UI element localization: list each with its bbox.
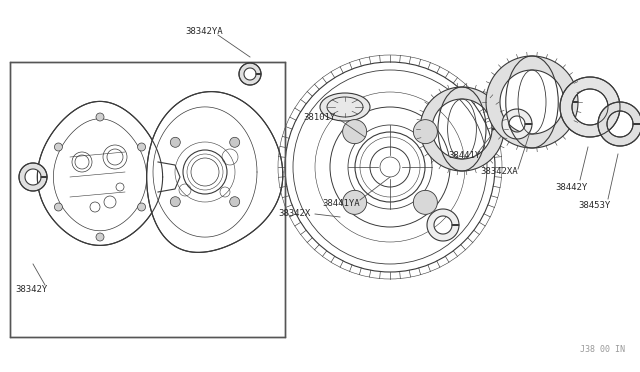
Polygon shape (598, 102, 640, 146)
Circle shape (96, 233, 104, 241)
Circle shape (96, 113, 104, 121)
Polygon shape (427, 209, 459, 241)
Polygon shape (560, 77, 620, 137)
Text: 38342Y: 38342Y (15, 285, 47, 295)
Circle shape (230, 137, 240, 147)
Text: 38441YA: 38441YA (322, 199, 360, 208)
Circle shape (54, 203, 63, 211)
Polygon shape (239, 63, 261, 85)
Circle shape (230, 197, 240, 207)
Polygon shape (420, 87, 504, 171)
Circle shape (138, 203, 145, 211)
Polygon shape (37, 102, 163, 246)
Ellipse shape (320, 93, 370, 121)
Circle shape (342, 120, 367, 144)
Circle shape (138, 143, 145, 151)
Polygon shape (502, 109, 532, 139)
Text: 38442Y: 38442Y (555, 183, 588, 192)
Circle shape (54, 143, 63, 151)
Polygon shape (147, 92, 283, 252)
Text: 38342YA: 38342YA (185, 28, 223, 36)
Bar (10, 62, 285, 337)
Circle shape (170, 137, 180, 147)
Text: 38101Y: 38101Y (303, 112, 335, 122)
Polygon shape (19, 163, 47, 191)
Polygon shape (486, 56, 578, 148)
Text: 38342X: 38342X (278, 209, 310, 218)
Circle shape (170, 197, 180, 207)
Text: J38 00 IN: J38 00 IN (580, 345, 625, 354)
Text: 38453Y: 38453Y (578, 201, 611, 209)
Text: 38441Y: 38441Y (448, 151, 480, 160)
Circle shape (413, 190, 437, 214)
Circle shape (413, 120, 437, 144)
Circle shape (285, 62, 495, 272)
Circle shape (342, 190, 367, 214)
Text: 38342XA: 38342XA (480, 167, 518, 176)
